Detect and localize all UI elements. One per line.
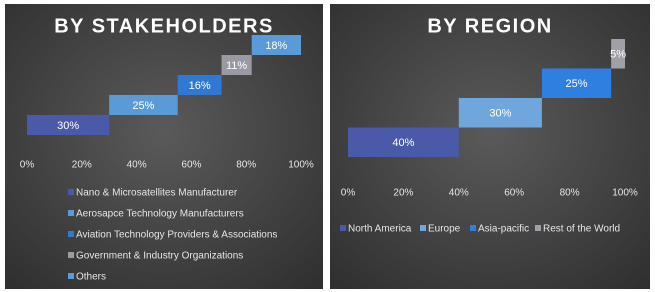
- bar: [109, 95, 178, 115]
- bar: [27, 115, 110, 135]
- legend-swatch: [68, 231, 74, 237]
- x-tick-label: 80%: [560, 188, 580, 199]
- chart-title: BY STAKEHOLDERS: [54, 15, 274, 37]
- x-tick-label: 0%: [341, 188, 356, 199]
- bar: [541, 68, 612, 98]
- value-label: 5%: [610, 49, 626, 61]
- legend-label: Europe: [428, 224, 461, 235]
- x-tick-label: 40%: [127, 160, 147, 171]
- value-label: 16%: [189, 80, 211, 92]
- value-label: 25%: [566, 78, 588, 90]
- bar: [251, 35, 301, 55]
- bar: [221, 55, 252, 75]
- legend-swatch: [68, 210, 74, 216]
- value-label: 40%: [392, 137, 414, 149]
- bar: [458, 98, 542, 128]
- value-label: 18%: [265, 40, 287, 52]
- legend-swatch: [535, 225, 541, 231]
- legend-swatch: [420, 225, 426, 231]
- value-label: 30%: [57, 120, 79, 132]
- value-label: 11%: [226, 60, 247, 72]
- legend-label: Aviation Technology Providers & Associat…: [76, 230, 277, 241]
- bar: [177, 75, 222, 95]
- legend-label: Others: [76, 272, 106, 283]
- x-tick-label: 100%: [288, 160, 314, 171]
- legend-swatch: [470, 225, 476, 231]
- legend-label: Nano & Microsatellites Manufacturer: [76, 188, 238, 199]
- x-tick-label: 80%: [236, 160, 256, 171]
- bar: [611, 39, 625, 69]
- value-label: 25%: [132, 100, 154, 112]
- bar: [348, 127, 459, 157]
- x-tick-label: 60%: [181, 160, 201, 171]
- legend-label: North America: [348, 224, 412, 235]
- x-tick-label: 20%: [393, 188, 413, 199]
- x-tick-label: 20%: [72, 160, 92, 171]
- legend-swatch: [68, 252, 74, 258]
- legend-swatch: [68, 273, 74, 279]
- value-label: 30%: [489, 108, 511, 120]
- chart-title: BY REGION: [427, 15, 552, 37]
- x-tick-label: 60%: [504, 188, 524, 199]
- legend-label: Aerosapce Technology Manufacturers: [76, 209, 244, 220]
- legend-label: Rest of the World: [543, 224, 620, 235]
- legend-swatch: [68, 189, 74, 195]
- x-tick-label: 100%: [612, 188, 638, 199]
- legend-swatch: [340, 225, 346, 231]
- legend-label: Government & Industry Organizations: [76, 251, 243, 262]
- legend-label: Asia-pacific: [478, 224, 529, 235]
- x-tick-label: 0%: [20, 160, 35, 171]
- x-tick-label: 40%: [449, 188, 469, 199]
